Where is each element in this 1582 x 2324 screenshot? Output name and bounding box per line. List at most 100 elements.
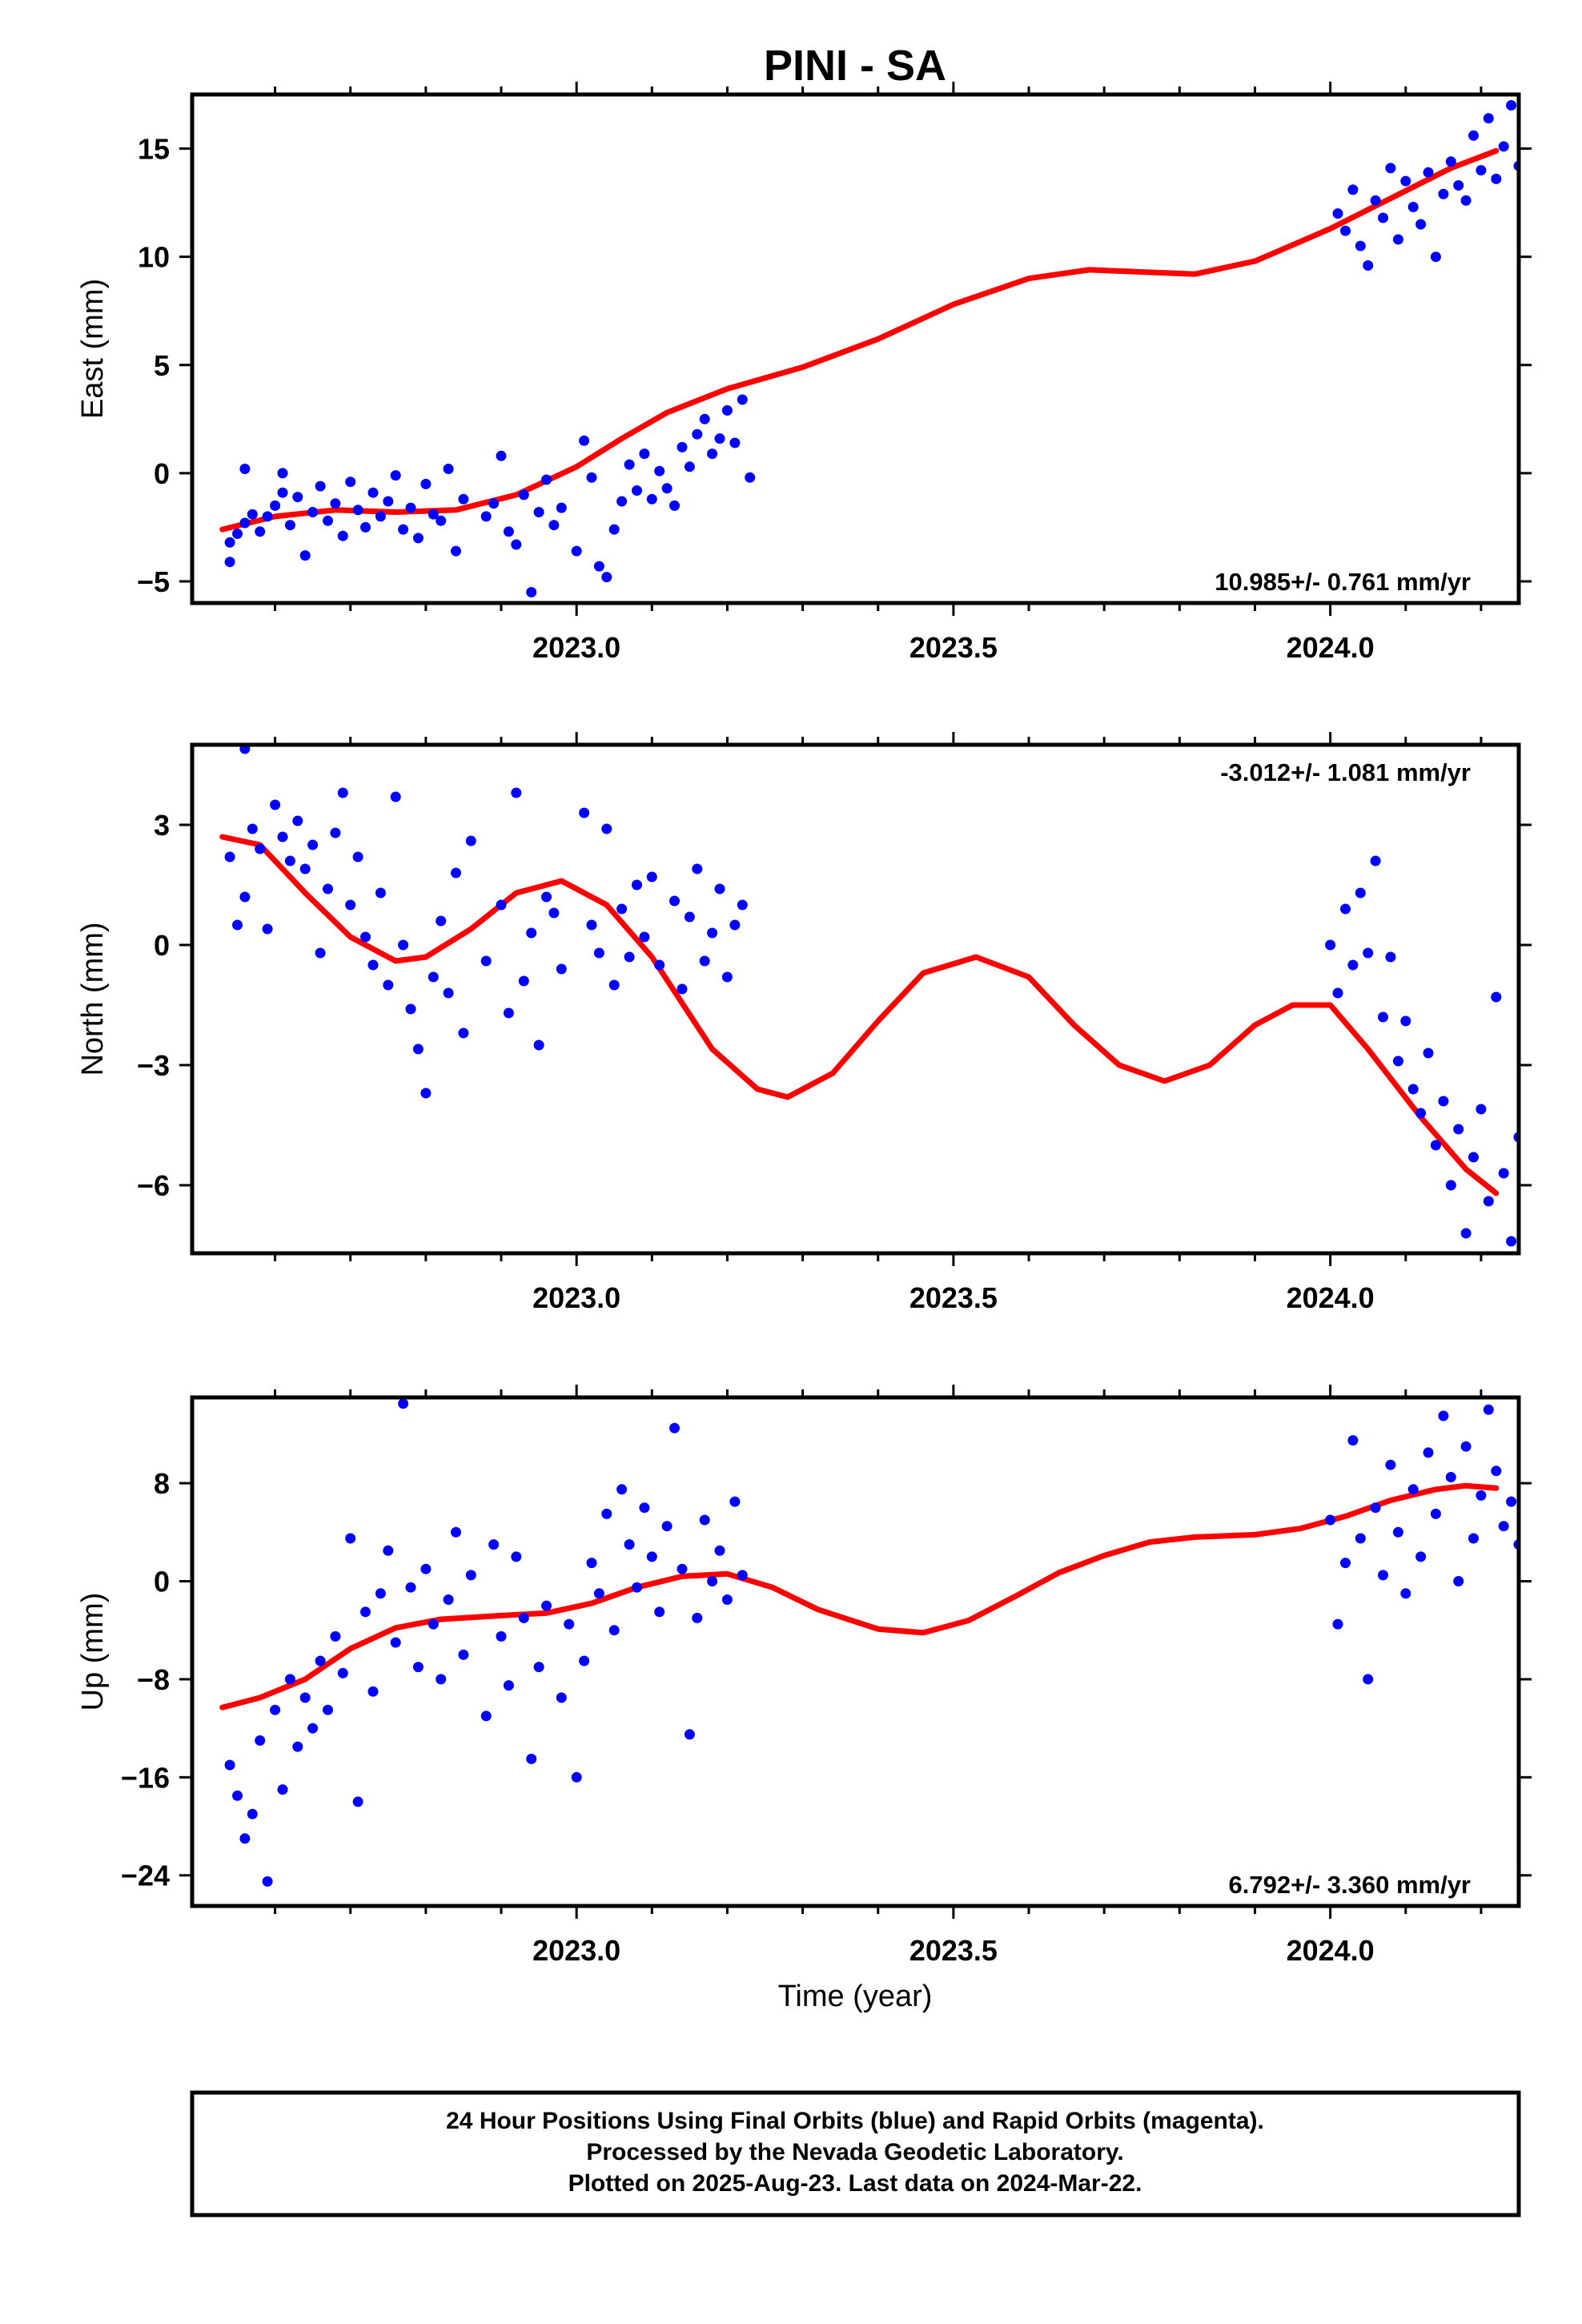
north-data-point [496, 899, 507, 911]
up-data-point [255, 1735, 266, 1746]
east-x-tick-label: 2023.0 [532, 631, 620, 664]
east-data-point [239, 464, 251, 474]
east-data-point [270, 500, 281, 511]
north-data-point [1423, 1047, 1434, 1059]
up-data-point [1445, 1472, 1456, 1482]
up-data-point [383, 1545, 394, 1556]
north-x-tick-label: 2024.0 [1287, 1281, 1375, 1314]
north-data-point [1476, 1104, 1487, 1115]
up-data-point [330, 1630, 341, 1642]
east-data-point [307, 507, 319, 517]
up-data-point [412, 1662, 424, 1673]
east-data-point [458, 493, 469, 505]
east-data-point [1498, 141, 1509, 152]
up-x-tick-label: 2023.0 [532, 1934, 620, 1967]
east-data-point [1363, 260, 1374, 271]
north-data-point [632, 879, 642, 891]
up-data-point [292, 1741, 303, 1752]
up-data-point [1438, 1410, 1449, 1421]
up-data-point [737, 1570, 748, 1581]
north-data-point [323, 883, 333, 895]
up-data-point [239, 1833, 251, 1844]
up-data-point [707, 1576, 718, 1586]
up-data-point [458, 1649, 469, 1660]
north-data-point [616, 903, 628, 915]
east-data-point [714, 433, 725, 444]
east-data-point [405, 502, 416, 513]
footer-line-3: Plotted on 2025-Aug-23. Last data on 202… [568, 2170, 1142, 2197]
up-data-point [1506, 1496, 1517, 1507]
east-data-point [541, 474, 552, 485]
footer-line-1: 24 Hour Positions Using Final Orbits (bl… [446, 2108, 1264, 2134]
east-x-tick-label: 2023.5 [909, 631, 998, 664]
north-y-tick-label: 0 [154, 929, 170, 962]
up-data-point [677, 1563, 688, 1574]
up-data-point [1340, 1558, 1351, 1569]
east-x-tick-label: 2024.0 [1287, 631, 1375, 664]
up-data-point [488, 1539, 500, 1550]
north-data-point [398, 939, 409, 951]
east-data-point [737, 394, 748, 405]
north-data-point [270, 799, 281, 810]
up-data-point [451, 1526, 461, 1538]
up-data-point [646, 1551, 657, 1562]
up-data-point [1491, 1466, 1502, 1477]
east-data-point [586, 472, 597, 483]
north-data-point [1347, 959, 1359, 971]
north-data-point [224, 851, 235, 862]
east-data-point [323, 515, 333, 526]
east-y-tick-label: −5 [137, 565, 170, 598]
east-data-point [646, 493, 657, 505]
north-data-point [307, 839, 319, 850]
east-data-point [232, 529, 243, 539]
up-data-point [1407, 1484, 1419, 1495]
east-data-point [518, 489, 529, 501]
up-data-point [345, 1533, 356, 1544]
east-data-point [692, 428, 703, 440]
east-data-point [548, 520, 560, 531]
east-y-axis-label: East (mm) [76, 279, 110, 419]
up-data-point [1476, 1490, 1487, 1501]
north-x-tick-label: 2023.0 [532, 1281, 620, 1314]
east-data-point [330, 498, 341, 509]
north-data-point [428, 971, 439, 983]
east-data-point [488, 498, 500, 509]
up-data-point [721, 1594, 733, 1605]
north-data-point [465, 835, 476, 846]
east-data-point [729, 437, 741, 448]
north-data-point [692, 863, 703, 875]
east-data-point [654, 465, 665, 476]
north-data-point [541, 891, 552, 903]
east-data-point [375, 511, 386, 522]
north-data-point [1407, 1084, 1419, 1095]
north-data-point [707, 927, 718, 939]
east-data-point [1370, 195, 1381, 206]
up-data-point [428, 1618, 439, 1630]
up-data-point [262, 1876, 273, 1887]
up-data-point [571, 1771, 582, 1783]
up-data-point [593, 1588, 604, 1599]
east-data-point [224, 537, 235, 548]
north-data-point [526, 927, 537, 939]
north-data-point [1392, 1055, 1403, 1067]
north-data-point [608, 979, 620, 991]
east-data-point [255, 526, 266, 537]
up-y-tick-label: −16 [121, 1761, 170, 1794]
north-data-point [624, 951, 635, 963]
up-data-point [654, 1606, 665, 1618]
up-data-point [277, 1784, 288, 1795]
north-data-point [1468, 1152, 1479, 1163]
up-y-tick-label: −24 [121, 1860, 170, 1892]
north-data-point [1445, 1180, 1456, 1191]
up-x-tick-label: 2023.5 [909, 1934, 998, 1967]
up-data-point [375, 1588, 386, 1599]
east-data-point [1392, 234, 1403, 245]
up-data-point [405, 1582, 416, 1593]
up-data-point [465, 1570, 476, 1581]
east-data-point [277, 487, 288, 498]
up-data-point [1363, 1674, 1374, 1685]
up-data-point [564, 1618, 575, 1630]
east-data-point [1476, 165, 1487, 176]
up-data-point [232, 1790, 243, 1801]
up-data-point [352, 1796, 363, 1807]
